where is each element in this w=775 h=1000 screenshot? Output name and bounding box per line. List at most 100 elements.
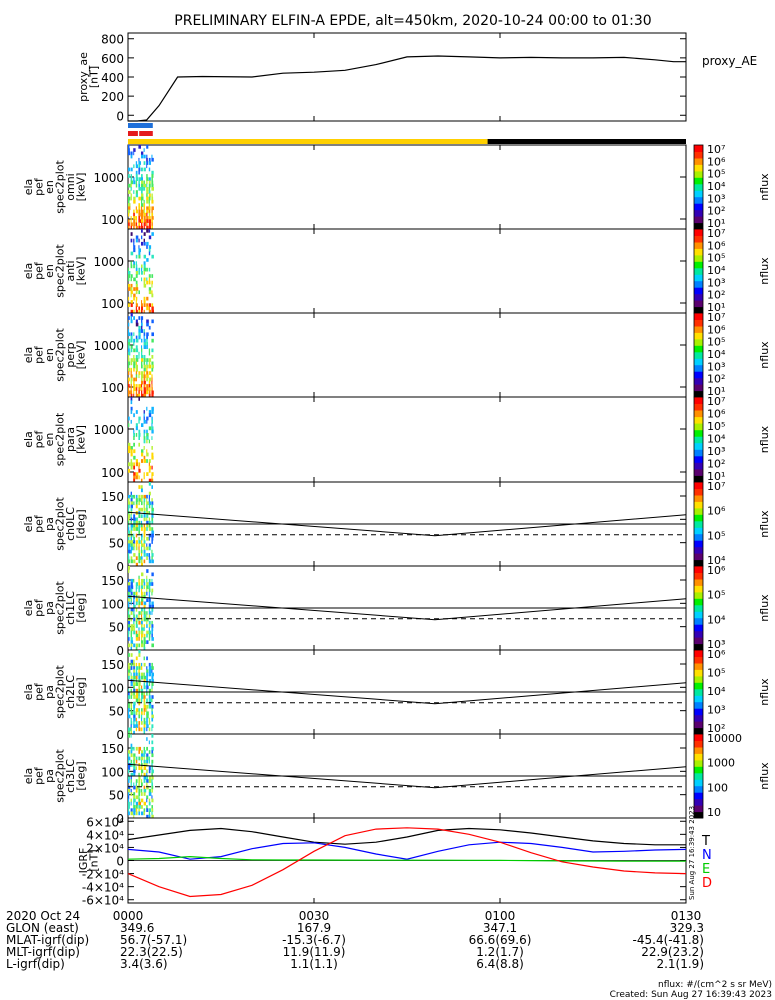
spectrogram-cell: [141, 423, 144, 427]
side-timestamp: Sun Aug 27 16:39:43 2023: [688, 806, 696, 900]
spectrogram-cell: [133, 342, 135, 346]
spectrogram-cell: [135, 811, 138, 816]
spectrogram-cell: [143, 585, 145, 590]
colorbar-segment: [694, 313, 703, 320]
spectrogram-cell: [128, 504, 130, 509]
y-tick-label: 1000: [93, 171, 124, 185]
spectrogram-cell: [143, 624, 145, 628]
spectrogram-cell: [138, 267, 141, 272]
spectrogram-cell: [128, 598, 130, 602]
spectrogram-cell: [128, 559, 130, 564]
spectrogram-cell: [138, 782, 140, 787]
spectrogram-cell: [130, 290, 133, 295]
spectrogram-cell: [143, 238, 145, 243]
anti-loss-cone-line: [127, 595, 687, 621]
colorbar-segment: [694, 753, 703, 761]
spectrogram-cell: [133, 296, 135, 301]
spectrogram-cell: [151, 199, 154, 204]
colorbar-segment: [694, 714, 703, 722]
spectrogram-cell: [148, 325, 151, 330]
spectrogram-cell: [138, 585, 141, 590]
spectrogram-cell: [135, 170, 138, 175]
y-axis-label-line: pa: [43, 685, 56, 699]
spectrogram-cell: [151, 206, 154, 211]
spectrogram-cell: [133, 348, 136, 353]
colorbar-segment: [694, 384, 703, 392]
colorbar-tick-label: 10¹: [707, 301, 725, 314]
spectrogram-cell: [143, 811, 145, 816]
spectrogram-cell: [133, 614, 135, 619]
y-axis-label-line: ch0LC: [64, 507, 77, 541]
spectrogram-cell: [151, 795, 153, 800]
spectrogram-cell: [143, 717, 146, 722]
colorbar-segment: [694, 300, 703, 308]
spectrogram-cell: [130, 527, 133, 531]
spectrogram-cell: [148, 504, 151, 509]
spectrogram-cell: [148, 384, 151, 388]
spectrogram-cell: [135, 345, 138, 349]
spectrogram-cell: [148, 235, 152, 240]
colorbar-segment: [694, 766, 703, 774]
spectrogram-cell: [148, 364, 151, 369]
spectrogram-cell: [130, 345, 133, 349]
spectrogram-cell: [135, 785, 139, 790]
spectrogram-cell: [128, 669, 131, 674]
colorbar-tick-label: 10⁶: [707, 239, 726, 252]
spectrogram-cell: [141, 364, 143, 369]
spectrogram-cell: [151, 514, 154, 518]
spectrogram-cell: [133, 785, 136, 790]
spectrogram-cell: [128, 498, 130, 502]
spectrogram-cell: [128, 666, 131, 670]
spectrogram-cell: [148, 459, 151, 463]
panel-5: elapefpaspec2plotch0LC[deg]05010015010⁴1…: [22, 480, 771, 574]
figure-title: PRELIMINARY ELFIN-A EPDE, alt=450km, 202…: [174, 13, 651, 29]
spectrogram-cell: [128, 540, 131, 544]
spectrogram-cell: [135, 721, 138, 725]
y-tick-label: 150: [101, 574, 124, 588]
spectrogram-cell: [135, 779, 138, 783]
spectrogram-cell: [143, 591, 146, 596]
spectrogram-cell: [141, 588, 143, 593]
spectrogram-cell: [143, 792, 146, 796]
spectrogram-cell: [148, 494, 150, 499]
colorbar-tick-label: 10¹: [707, 470, 725, 483]
spectrogram-cell: [133, 798, 136, 803]
spectrogram-cell: [128, 617, 131, 622]
spectrogram-cell: [138, 582, 141, 586]
spectrogram-cell: [133, 475, 136, 480]
spectrogram-cell: [143, 219, 147, 223]
spectrogram-cell: [148, 679, 151, 683]
spectrogram-cell: [135, 517, 138, 522]
colorbar-segment: [694, 364, 703, 372]
spectrogram-cell: [141, 216, 143, 220]
spectrogram-cell: [143, 685, 146, 690]
spectrogram-cell: [148, 390, 151, 395]
y-tick-label: -2×10⁴: [82, 868, 124, 882]
spectrogram-cell: [133, 527, 136, 531]
colorbar-segment: [694, 772, 703, 780]
spectrogram-cell: [151, 675, 154, 680]
spectrogram-cell: [148, 216, 151, 220]
spectrogram-cell: [151, 416, 153, 421]
spectrogram-cell: [151, 624, 154, 628]
spectrogram-cell: [128, 643, 130, 648]
y-tick-label: 1000: [93, 255, 124, 269]
spectrogram-cell: [143, 766, 147, 770]
spectrogram-cell: [133, 611, 135, 615]
spectrogram-cell: [128, 442, 131, 447]
colorbar-tick-label: 10: [707, 806, 721, 819]
spectrogram-cell: [128, 524, 130, 528]
spectrogram-cell: [146, 419, 148, 424]
spectrogram-cell: [141, 662, 143, 667]
spectrogram-cell: [130, 549, 132, 554]
spectrogram-cell: [130, 410, 133, 414]
spectrogram-cell: [141, 559, 143, 564]
spectrogram-cell: [138, 251, 141, 256]
spectrogram-cell: [141, 203, 144, 207]
spectrogram-cell: [133, 724, 136, 728]
y-axis-label-line: ela: [22, 600, 35, 617]
colorbar-segment: [694, 306, 703, 314]
spectrogram-cell: [135, 393, 139, 398]
spectrogram-cell: [130, 316, 132, 320]
spectrogram-cell: [151, 193, 153, 198]
